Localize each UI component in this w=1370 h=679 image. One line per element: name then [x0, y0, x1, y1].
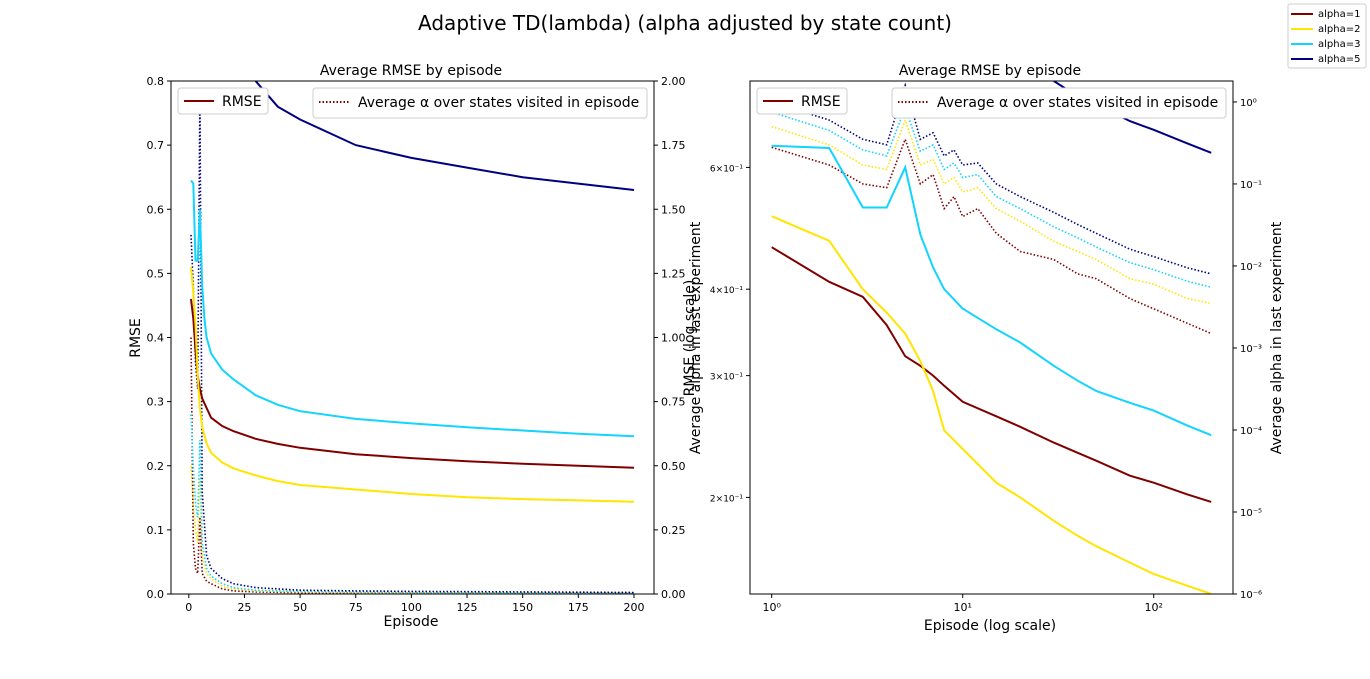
left-y2-tick-label-7: 1.75: [661, 139, 686, 152]
right-y2-tick-label-6: 10⁻⁶: [1240, 590, 1262, 601]
right-y-tick-label-0: 2×10⁻¹: [710, 494, 743, 504]
left-x-tick-label-5: 125: [457, 601, 478, 614]
right-legend-rmse-label: RMSE: [801, 94, 841, 110]
left-alpha-line-2: [190, 465, 635, 594]
left-plot-area: [190, 81, 635, 594]
left-axis-ticks: 0 25 50 75 100 125 150 175 200 0.0 0.1 0.2 0.3 0.4 0.5…: [147, 75, 686, 614]
right-y2-tick-label-1: 10⁻¹: [1240, 180, 1262, 191]
legend-label-alpha-1: alpha=1: [1318, 9, 1360, 20]
figure-legend-item-1: alpha=1: [1291, 9, 1360, 20]
right-x-axis-label: Episode (log scale): [924, 618, 1056, 634]
right-axis-ticks: 10⁰ 10¹ 10² 2×10⁻¹ 3×10⁻¹ 4×10⁻¹ 6×10⁻¹ 10⁰ 10⁻¹…: [710, 98, 1262, 614]
right-plot-area: [771, 81, 1212, 594]
right-legend-alpha-label: Average α over states visited in episode: [937, 95, 1218, 111]
left-y-tick-label-8: 0.8: [147, 75, 165, 88]
left-legend-rmse-label: RMSE: [222, 94, 262, 110]
left-y2-tick-label-1: 0.25: [661, 524, 686, 537]
left-y2-tick-label-3: 0.75: [661, 396, 686, 409]
right-y-tick-label-3: 6×10⁻¹: [710, 164, 743, 174]
right-alpha-line-4: [771, 82, 1212, 275]
right-x-tick-label-1: 10¹: [953, 601, 971, 614]
left-x-tick-label-1: 25: [237, 601, 251, 614]
left-y2-tick-label-0: 0.00: [661, 588, 686, 601]
right-x-tick-label-0: 10⁰: [762, 601, 781, 614]
right-x-tick-label-2: 10²: [1145, 601, 1163, 614]
left-y-tick-label-5: 0.5: [147, 267, 165, 280]
right-rmse-line-2: [771, 215, 1212, 594]
right-y2-tick-label-2: 10⁻²: [1240, 262, 1262, 273]
right-y2-tick-label-4: 10⁻⁴: [1240, 426, 1262, 437]
left-x-tick-label-0: 0: [185, 601, 192, 614]
right-legend-rmse: RMSE: [756, 87, 848, 115]
left-y-tick-label-1: 0.1: [147, 524, 165, 537]
right-legend-alpha: Average α over states visited in episode: [891, 87, 1227, 119]
left-rmse-line-4: [254, 81, 635, 191]
left-x-tick-label-4: 100: [401, 601, 422, 614]
right-chart-title: Average RMSE by episode: [899, 63, 1081, 79]
right-alpha-line-1: [771, 136, 1212, 335]
left-y-axis-label: RMSE: [128, 318, 144, 358]
right-y-tick-label-1: 3×10⁻¹: [710, 373, 743, 383]
left-chart: Average RMSE by episode Episode RMSE Ave…: [128, 63, 704, 630]
figure-legend-item-4: alpha=5: [1291, 54, 1360, 65]
left-y2-tick-label-2: 0.50: [661, 460, 686, 473]
right-plot-frame: [749, 80, 1234, 595]
left-y-tick-label-3: 0.3: [147, 396, 165, 409]
left-y2-tick-label-4: 1.00: [661, 332, 686, 345]
legend-label-alpha-5: alpha=5: [1318, 54, 1360, 65]
left-chart-title: Average RMSE by episode: [320, 63, 502, 79]
left-rmse-line-2: [190, 266, 635, 503]
right-alpha-line-2: [771, 117, 1212, 305]
left-x-tick-label-2: 50: [293, 601, 307, 614]
figure-title: Adaptive TD(lambda) (alpha adjusted by s…: [418, 11, 952, 35]
left-legend-rmse: RMSE: [177, 87, 269, 115]
figure-legend-item-3: alpha=3: [1291, 39, 1360, 50]
left-y-tick-label-4: 0.4: [147, 332, 165, 345]
left-y-tick-label-0: 0.0: [147, 588, 165, 601]
right-y-axis-label: RMSE (log scale): [682, 280, 698, 397]
left-y2-tick-label-8: 2.00: [661, 75, 686, 88]
left-y2-tick-label-5: 1.25: [661, 267, 686, 280]
figure-legend: alpha=1 alpha=2 alpha=3 alpha=5: [1287, 3, 1367, 69]
left-x-axis-label: Episode: [384, 614, 439, 630]
left-rmse-line-3: [190, 179, 635, 438]
legend-label-alpha-2: alpha=2: [1318, 24, 1360, 35]
left-x-tick-label-6: 150: [512, 601, 533, 614]
left-x-tick-label-8: 200: [623, 601, 644, 614]
right-y2-tick-label-3: 10⁻³: [1240, 344, 1262, 355]
left-y2-tick-label-6: 1.50: [661, 203, 686, 216]
left-legend-alpha: Average α over states visited in episode: [312, 87, 648, 119]
right-chart: Average RMSE by episode Episode (log sca…: [682, 63, 1285, 634]
left-x-tick-label-7: 175: [568, 601, 589, 614]
right-y-tick-label-2: 4×10⁻¹: [710, 286, 743, 296]
left-y-tick-label-6: 0.6: [147, 203, 165, 216]
left-y-tick-label-2: 0.2: [147, 460, 165, 473]
left-y-tick-label-7: 0.7: [147, 139, 165, 152]
figure-legend-item-2: alpha=2: [1291, 24, 1360, 35]
left-plot-frame: [170, 80, 655, 595]
left-x-tick-label-3: 75: [349, 601, 363, 614]
left-alpha-line-4: [190, 93, 635, 594]
right-rmse-line-3: [771, 144, 1212, 437]
left-legend-alpha-label: Average α over states visited in episode: [358, 95, 639, 111]
legend-label-alpha-3: alpha=3: [1318, 39, 1360, 50]
right-y2-tick-label-0: 10⁰: [1240, 98, 1257, 109]
right-y2-tick-label-5: 10⁻⁵: [1240, 508, 1262, 519]
right-rmse-line-1: [771, 246, 1212, 503]
left-y2-axis-label: Average alpha in last experiment: [688, 221, 704, 454]
right-y2-axis-label: Average alpha in last experiment: [1269, 221, 1285, 454]
